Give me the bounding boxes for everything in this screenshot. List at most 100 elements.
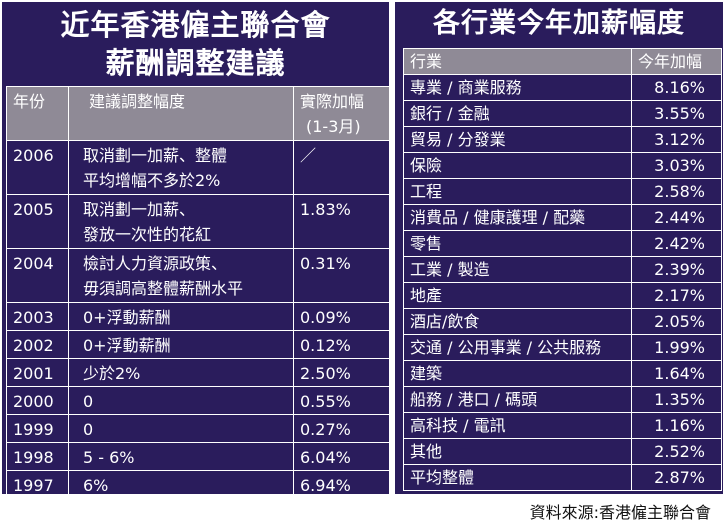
suggestion-cell: 少於2% bbox=[68, 358, 294, 387]
industry-cell: 地產 bbox=[403, 282, 632, 309]
industry-cell: 其他 bbox=[403, 438, 632, 465]
rate-cell: 2.52% bbox=[631, 438, 722, 465]
suggestion-line1: 0 bbox=[83, 420, 94, 439]
suggestion-cell: 0+浮動薪酬 bbox=[68, 302, 294, 331]
table-row: 1997 6% 6.94% bbox=[6, 470, 390, 499]
suggestion-line2: 發放一次性的花紅 bbox=[83, 225, 212, 244]
table-row: 建築 1.64% bbox=[403, 360, 722, 387]
industry-raise-table: 行業 今年加幅 專業 / 商業服務 8.16% 銀行 / 金融 3.55% 貿易 / 分… bbox=[403, 48, 722, 491]
industry-cell: 銀行 / 金融 bbox=[403, 100, 632, 127]
year-cell: 1998 bbox=[6, 442, 69, 471]
table-row: 船務 / 港口 / 碼頭 1.35% bbox=[403, 386, 722, 413]
industry-cell: 酒店/飲食 bbox=[403, 308, 632, 335]
actual-raise-cell: 0.12% bbox=[293, 330, 390, 359]
left-header-row: 年份 建議調整幅度 實際加幅 (1-3月) bbox=[6, 86, 390, 141]
suggestion-line1: 0 bbox=[83, 392, 94, 411]
source-note: 資料來源:香港僱主聯合會 bbox=[529, 503, 711, 522]
year-cell: 2004 bbox=[6, 248, 69, 303]
rate-cell: 1.16% bbox=[631, 412, 722, 439]
salary-suggestion-table: 年份 建議調整幅度 實際加幅 (1-3月) 2006 取消劃一加薪、整體 平均增幅不… bbox=[6, 86, 390, 499]
header-rate: 今年加幅 bbox=[631, 48, 722, 75]
header-actual-line2: (1-3月) bbox=[306, 117, 361, 136]
rate-cell: 1.99% bbox=[631, 334, 722, 361]
year-cell: 1999 bbox=[6, 414, 69, 443]
actual-raise-cell: ／ bbox=[293, 140, 390, 195]
industry-cell: 零售 bbox=[403, 230, 632, 257]
rate-cell: 8.16% bbox=[631, 74, 722, 101]
table-row: 其他 2.52% bbox=[403, 438, 722, 465]
suggestion-cell: 5 - 6% bbox=[68, 442, 294, 471]
rate-cell: 2.42% bbox=[631, 230, 722, 257]
suggestion-line1: 檢討人力資源政策、 bbox=[83, 254, 228, 273]
industry-cell: 貿易 / 分發業 bbox=[403, 126, 632, 153]
suggestion-cell: 0 bbox=[68, 386, 294, 415]
industry-cell: 工程 bbox=[403, 178, 632, 205]
table-row: 酒店/飲食 2.05% bbox=[403, 308, 722, 335]
rate-cell: 2.39% bbox=[631, 256, 722, 283]
rate-cell: 2.05% bbox=[631, 308, 722, 335]
suggestion-line1: 0+浮動薪酬 bbox=[83, 336, 171, 355]
year-cell: 2006 bbox=[6, 140, 69, 195]
year-cell: 2003 bbox=[6, 302, 69, 331]
suggestion-line1: 5 - 6% bbox=[83, 448, 135, 467]
table-row: 保險 3.03% bbox=[403, 152, 722, 179]
table-row: 2002 0+浮動薪酬 0.12% bbox=[6, 330, 390, 359]
table-row: 2001 少於2% 2.50% bbox=[6, 358, 390, 387]
rate-cell: 1.64% bbox=[631, 360, 722, 387]
suggestion-line1: 取消劃一加薪、 bbox=[83, 200, 196, 219]
actual-raise-cell: 6.94% bbox=[293, 470, 390, 499]
suggestion-line1: 0+浮動薪酬 bbox=[83, 308, 171, 327]
table-row: 2000 0 0.55% bbox=[6, 386, 390, 415]
actual-raise-cell: 1.83% bbox=[293, 194, 390, 249]
rate-cell: 1.35% bbox=[631, 386, 722, 413]
suggestion-cell: 取消劃一加薪、 發放一次性的花紅 bbox=[68, 194, 294, 249]
table-row: 1998 5 - 6% 6.04% bbox=[6, 442, 390, 471]
right-header-row: 行業 今年加幅 bbox=[403, 48, 722, 75]
actual-raise-cell: 6.04% bbox=[293, 442, 390, 471]
table-row: 銀行 / 金融 3.55% bbox=[403, 100, 722, 127]
industry-raise-panel: 各行業今年加薪幅度 行業 今年加幅 專業 / 商業服務 8.16% 銀行 / 金融 3… bbox=[393, 0, 725, 496]
table-row: 交通 / 公用事業 / 公共服務 1.99% bbox=[403, 334, 722, 361]
rate-cell: 2.44% bbox=[631, 204, 722, 231]
header-industry: 行業 bbox=[403, 48, 632, 75]
suggestion-cell: 0 bbox=[68, 414, 294, 443]
year-cell: 2002 bbox=[6, 330, 69, 359]
year-cell: 2000 bbox=[6, 386, 69, 415]
table-row: 專業 / 商業服務 8.16% bbox=[403, 74, 722, 101]
suggestion-line1: 取消劃一加薪、整體 bbox=[83, 146, 228, 165]
actual-raise-cell: 0.31% bbox=[293, 248, 390, 303]
suggestion-cell: 檢討人力資源政策、 毋須調高整體薪酬水平 bbox=[68, 248, 294, 303]
table-row: 2003 0+浮動薪酬 0.09% bbox=[6, 302, 390, 331]
industry-cell: 交通 / 公用事業 / 公共服務 bbox=[403, 334, 632, 361]
actual-raise-cell: 0.09% bbox=[293, 302, 390, 331]
year-cell: 1997 bbox=[6, 470, 69, 499]
table-row: 1999 0 0.27% bbox=[6, 414, 390, 443]
table-row: 工程 2.58% bbox=[403, 178, 722, 205]
suggestion-line2: 毋須調高整體薪酬水平 bbox=[83, 279, 244, 298]
right-title: 各行業今年加薪幅度 bbox=[433, 8, 685, 39]
table-row: 消費品 / 健康護理 / 配藥 2.44% bbox=[403, 204, 722, 231]
industry-cell: 高科技 / 電訊 bbox=[403, 412, 632, 439]
table-row: 2005 取消劃一加薪、 發放一次性的花紅 1.83% bbox=[6, 194, 390, 249]
rate-cell: 2.17% bbox=[631, 282, 722, 309]
industry-cell: 保險 bbox=[403, 152, 632, 179]
industry-cell: 平均整體 bbox=[403, 464, 632, 491]
suggestion-cell: 6% bbox=[68, 470, 294, 499]
year-cell: 2005 bbox=[6, 194, 69, 249]
header-actual: 實際加幅 (1-3月) bbox=[293, 86, 390, 141]
employer-federation-panel: 近年香港僱主聯合會 薪酬調整建議 年份 建議調整幅度 實際加幅 (1-3月) 2… bbox=[0, 0, 391, 499]
suggestion-line1: 少於2% bbox=[83, 364, 141, 383]
rate-cell: 2.87% bbox=[631, 464, 722, 491]
actual-raise-cell: 0.27% bbox=[293, 414, 390, 443]
table-row: 零售 2.42% bbox=[403, 230, 722, 257]
suggestion-line1: 6% bbox=[83, 476, 109, 495]
suggestion-cell: 取消劃一加薪、整體 平均增幅不多於2% bbox=[68, 140, 294, 195]
actual-raise-cell: 2.50% bbox=[293, 358, 390, 387]
rate-cell: 3.12% bbox=[631, 126, 722, 153]
rate-cell: 3.55% bbox=[631, 100, 722, 127]
suggestion-line2: 平均增幅不多於2% bbox=[83, 171, 221, 190]
left-title-line1: 近年香港僱主聯合會 bbox=[60, 8, 331, 42]
table-row: 地產 2.17% bbox=[403, 282, 722, 309]
industry-cell: 建築 bbox=[403, 360, 632, 387]
table-row: 高科技 / 電訊 1.16% bbox=[403, 412, 722, 439]
